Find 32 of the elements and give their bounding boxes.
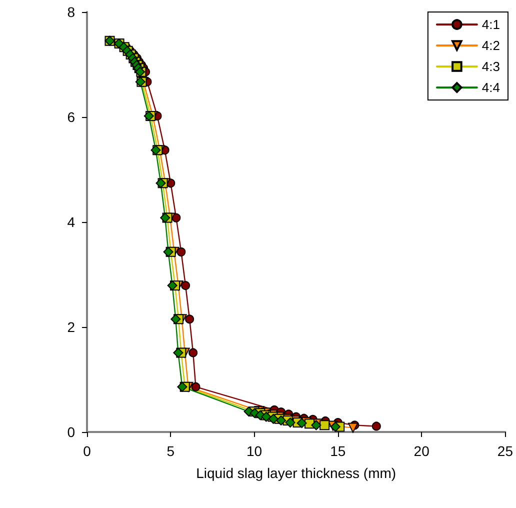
point: [348, 422, 358, 433]
point: [372, 422, 381, 431]
y-tick-label: 4: [67, 214, 76, 230]
x-tick-label: 20: [414, 443, 430, 459]
point: [181, 281, 190, 290]
point: [176, 247, 186, 256]
point: [320, 420, 330, 430]
point: [296, 418, 307, 428]
point: [330, 422, 340, 432]
point: [285, 418, 296, 428]
point: [167, 280, 178, 291]
legend-label: 4:3: [482, 59, 500, 74]
y-tick-label: 8: [67, 4, 76, 20]
point: [170, 314, 181, 324]
x-tick-label: 0: [83, 443, 92, 459]
legend-label: 4:2: [482, 38, 500, 53]
y-tick-label: 0: [67, 424, 76, 440]
x-tick-label: 15: [330, 443, 346, 459]
point: [185, 314, 194, 324]
point: [191, 382, 200, 392]
x-tick-label: 5: [166, 443, 175, 459]
point: [173, 348, 184, 358]
point: [163, 246, 174, 257]
y-tick-label: 6: [67, 109, 76, 125]
legend-label: 4:4: [482, 80, 500, 95]
x-tick-label: 10: [246, 443, 262, 459]
point: [177, 382, 188, 392]
point: [188, 348, 198, 358]
legend-label: 4:1: [482, 17, 500, 32]
x-axis-title: Liquid slag layer thickness (mm): [196, 465, 396, 481]
y-tick-label: 2: [67, 319, 76, 335]
x-tick-label: 25: [497, 443, 514, 459]
